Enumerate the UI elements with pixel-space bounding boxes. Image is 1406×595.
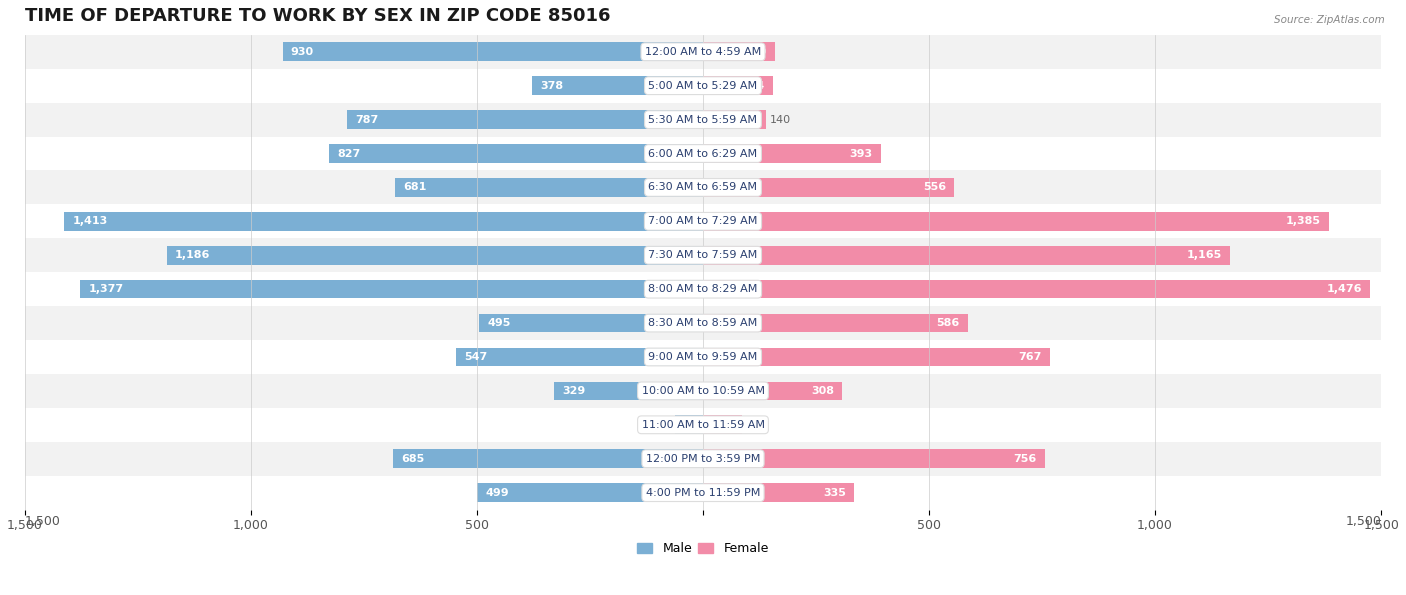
Bar xyxy=(703,314,967,333)
Bar xyxy=(25,171,1381,205)
Text: 495: 495 xyxy=(488,318,510,328)
Bar xyxy=(25,475,1381,509)
Text: 335: 335 xyxy=(824,488,846,497)
Text: 160: 160 xyxy=(744,47,768,57)
Bar xyxy=(25,205,1381,238)
Bar xyxy=(703,449,1045,468)
Bar xyxy=(25,103,1381,137)
Text: 499: 499 xyxy=(485,488,509,497)
Bar xyxy=(329,144,703,163)
Bar xyxy=(703,144,880,163)
Bar xyxy=(703,280,1371,299)
Text: 681: 681 xyxy=(404,183,426,192)
Text: 6:00 AM to 6:29 AM: 6:00 AM to 6:29 AM xyxy=(648,149,758,158)
Bar xyxy=(167,246,703,265)
Bar xyxy=(703,110,766,129)
Text: 7:30 AM to 7:59 AM: 7:30 AM to 7:59 AM xyxy=(648,250,758,260)
Text: 767: 767 xyxy=(1018,352,1042,362)
Text: 87: 87 xyxy=(747,420,761,430)
Bar xyxy=(25,306,1381,340)
Bar xyxy=(25,374,1381,408)
Bar xyxy=(394,449,703,468)
Bar xyxy=(283,42,703,61)
Text: 10:00 AM to 10:59 AM: 10:00 AM to 10:59 AM xyxy=(641,386,765,396)
Text: 5:00 AM to 5:29 AM: 5:00 AM to 5:29 AM xyxy=(648,81,758,90)
Text: 308: 308 xyxy=(811,386,834,396)
Bar xyxy=(703,415,742,434)
Bar xyxy=(25,69,1381,103)
Text: 556: 556 xyxy=(924,183,946,192)
Text: 11:00 AM to 11:59 AM: 11:00 AM to 11:59 AM xyxy=(641,420,765,430)
Text: 1,377: 1,377 xyxy=(89,284,124,294)
Text: 586: 586 xyxy=(936,318,960,328)
Bar xyxy=(703,483,855,502)
Text: 393: 393 xyxy=(849,149,873,158)
Text: 930: 930 xyxy=(291,47,314,57)
Text: 8:00 AM to 8:29 AM: 8:00 AM to 8:29 AM xyxy=(648,284,758,294)
Text: 685: 685 xyxy=(402,454,425,464)
Text: 6:30 AM to 6:59 AM: 6:30 AM to 6:59 AM xyxy=(648,183,758,192)
Bar xyxy=(703,76,773,95)
Text: 1,165: 1,165 xyxy=(1187,250,1222,260)
Text: Source: ZipAtlas.com: Source: ZipAtlas.com xyxy=(1274,15,1385,25)
Bar xyxy=(25,441,1381,475)
Bar xyxy=(25,137,1381,171)
Legend: Male, Female: Male, Female xyxy=(633,537,773,560)
Bar xyxy=(703,381,842,400)
Text: 5:30 AM to 5:59 AM: 5:30 AM to 5:59 AM xyxy=(648,115,758,124)
Bar xyxy=(675,415,703,434)
Text: 154: 154 xyxy=(741,81,765,90)
Bar xyxy=(395,178,703,197)
Bar xyxy=(25,408,1381,441)
Text: 7:00 AM to 7:29 AM: 7:00 AM to 7:29 AM xyxy=(648,217,758,226)
Bar xyxy=(25,238,1381,272)
Bar xyxy=(554,381,703,400)
Text: 1,476: 1,476 xyxy=(1327,284,1362,294)
Bar xyxy=(703,347,1050,367)
Text: 4:00 PM to 11:59 PM: 4:00 PM to 11:59 PM xyxy=(645,488,761,497)
Bar xyxy=(65,212,703,231)
Text: 1,186: 1,186 xyxy=(174,250,211,260)
Bar xyxy=(478,483,703,502)
Text: 1,500: 1,500 xyxy=(1346,515,1381,528)
Bar xyxy=(703,212,1329,231)
Bar xyxy=(25,340,1381,374)
Text: 61: 61 xyxy=(658,420,672,430)
Text: 378: 378 xyxy=(540,81,564,90)
Text: 827: 827 xyxy=(337,149,360,158)
Text: 1,500: 1,500 xyxy=(25,515,60,528)
Text: 329: 329 xyxy=(562,386,586,396)
Bar xyxy=(703,178,955,197)
Bar xyxy=(80,280,703,299)
Bar xyxy=(531,76,703,95)
Text: 756: 756 xyxy=(1014,454,1036,464)
Bar xyxy=(479,314,703,333)
Text: 12:00 PM to 3:59 PM: 12:00 PM to 3:59 PM xyxy=(645,454,761,464)
Text: 12:00 AM to 4:59 AM: 12:00 AM to 4:59 AM xyxy=(645,47,761,57)
Bar xyxy=(347,110,703,129)
Bar xyxy=(25,272,1381,306)
Text: 1,385: 1,385 xyxy=(1286,217,1322,226)
Text: 547: 547 xyxy=(464,352,486,362)
Text: TIME OF DEPARTURE TO WORK BY SEX IN ZIP CODE 85016: TIME OF DEPARTURE TO WORK BY SEX IN ZIP … xyxy=(25,7,610,25)
Bar xyxy=(456,347,703,367)
Text: 787: 787 xyxy=(356,115,378,124)
Bar xyxy=(25,35,1381,69)
Text: 1,413: 1,413 xyxy=(72,217,108,226)
Bar xyxy=(703,246,1230,265)
Text: 9:00 AM to 9:59 AM: 9:00 AM to 9:59 AM xyxy=(648,352,758,362)
Bar xyxy=(703,42,775,61)
Text: 8:30 AM to 8:59 AM: 8:30 AM to 8:59 AM xyxy=(648,318,758,328)
Text: 140: 140 xyxy=(770,115,792,124)
